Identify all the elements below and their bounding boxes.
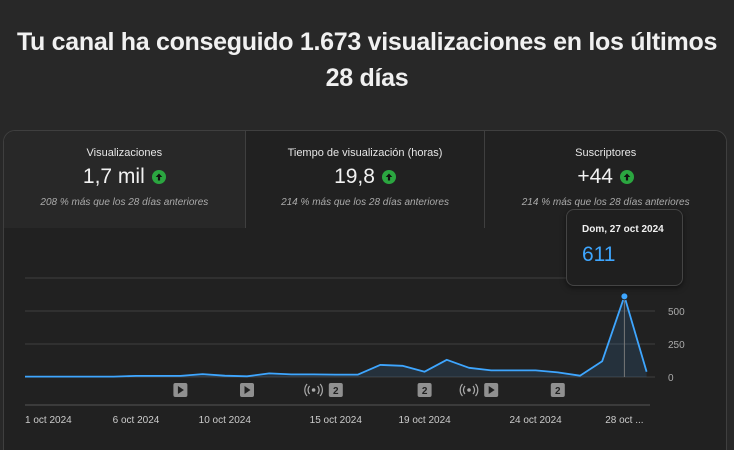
x-tick-label: 10 oct 2024 xyxy=(199,415,252,426)
page-title: Tu canal ha conseguido 1.673 visualizaci… xyxy=(0,24,734,96)
live-icon-wave xyxy=(462,385,476,395)
page-title-line2: 28 días xyxy=(325,64,409,92)
y-tick-label: 0 xyxy=(668,373,674,384)
upload-count-label: 2 xyxy=(422,386,428,397)
series-line xyxy=(25,295,648,378)
live-icon-wave xyxy=(304,383,323,397)
live-icon-wave xyxy=(459,383,479,397)
upload-count-marker xyxy=(550,383,565,397)
tab-watch-time[interactable]: Tiempo de visualización (horas) 19,8 214… xyxy=(244,131,486,228)
play-icon xyxy=(488,386,495,394)
tab-views-label: Visualizaciones xyxy=(86,147,163,159)
tab-views[interactable]: Visualizaciones 1,7 mil 208 % más que lo… xyxy=(4,131,245,228)
play-icon xyxy=(244,386,251,394)
x-tick-label: 24 oct 2024 xyxy=(509,415,562,426)
x-tick-label: 28 oct ... xyxy=(605,415,643,426)
arrow-up-icon xyxy=(151,170,166,184)
arrow-up-icon xyxy=(381,170,396,184)
tab-subscribers-value: +44 xyxy=(577,165,613,188)
tab-subscribers-delta: 214 % más que los 28 días anteriores xyxy=(521,197,690,208)
upload-count-marker xyxy=(328,383,343,397)
y-tick-label: 250 xyxy=(668,340,685,351)
tab-views-value: 1,7 mil xyxy=(82,165,145,188)
chart-tooltip: Dom, 27 oct 2024 611 xyxy=(566,209,683,286)
live-icon-wave xyxy=(307,385,320,395)
tab-watch-time-value: 19,8 xyxy=(334,165,375,188)
x-tick-label: 19 oct 2024 xyxy=(398,415,451,426)
tab-watch-time-delta: 214 % más que los 28 días anteriores xyxy=(281,197,449,208)
y-tick-label: 500 xyxy=(668,307,685,318)
upload-count-label: 2 xyxy=(333,386,339,397)
live-icon xyxy=(311,388,316,392)
tab-subscribers-label: Suscriptores xyxy=(575,147,637,159)
live-icon xyxy=(467,388,471,392)
x-tick-label: 1 oct 2024 xyxy=(25,415,72,426)
x-tick-label: 15 oct 2024 xyxy=(310,415,363,426)
highlight-point xyxy=(620,292,629,301)
tab-watch-time-label: Tiempo de visualización (horas) xyxy=(287,147,443,159)
page-title-line1: Tu canal ha conseguido 1.673 visualizaci… xyxy=(16,28,718,56)
arrow-up-icon xyxy=(619,170,634,184)
area-fill xyxy=(25,296,647,377)
upload-count-marker xyxy=(417,383,432,397)
tooltip-value: 611 xyxy=(582,243,616,266)
tooltip-date: Dom, 27 oct 2024 xyxy=(582,224,664,235)
play-icon xyxy=(177,386,184,394)
x-tick-label: 6 oct 2024 xyxy=(113,415,160,426)
tab-views-delta: 208 % más que los 28 días anteriores xyxy=(40,197,209,208)
upload-count-label: 2 xyxy=(555,386,561,397)
